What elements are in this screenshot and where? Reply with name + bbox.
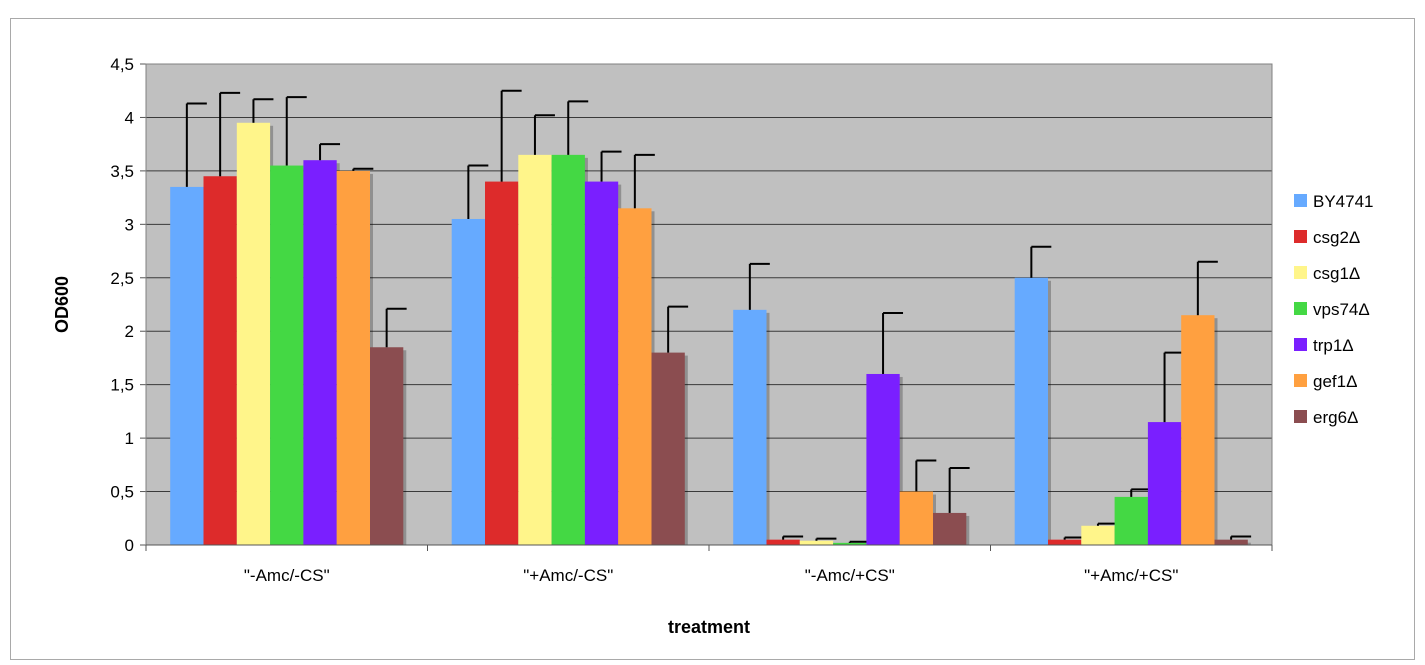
bar xyxy=(766,539,800,545)
bar xyxy=(551,154,585,545)
bar xyxy=(270,165,304,546)
x-tick-label: "+Amc/-CS" xyxy=(523,566,613,585)
bar xyxy=(1147,422,1182,545)
bar xyxy=(451,218,485,545)
x-axis-title: treatment xyxy=(668,617,750,637)
y-tick-label: 1,5 xyxy=(110,376,134,395)
legend-swatch xyxy=(1294,194,1307,207)
y-tick-label: 3,5 xyxy=(110,162,134,181)
bar xyxy=(799,540,834,545)
bar xyxy=(485,181,519,546)
y-tick-label: 1 xyxy=(125,429,134,448)
bar xyxy=(336,170,370,545)
legend-label: csg2Δ xyxy=(1313,228,1360,247)
legend-label: gef1Δ xyxy=(1313,372,1357,391)
y-tick-label: 2,5 xyxy=(110,269,134,288)
bar xyxy=(733,309,767,545)
legend-swatch xyxy=(1294,230,1307,243)
bar xyxy=(203,176,237,545)
bar xyxy=(236,122,271,546)
y-tick-label: 4 xyxy=(125,108,134,127)
y-tick-label: 4,5 xyxy=(110,55,134,74)
bar xyxy=(1081,525,1115,545)
bar xyxy=(833,542,867,545)
bar xyxy=(1014,277,1048,545)
legend-swatch xyxy=(1294,410,1307,423)
bar xyxy=(618,208,652,546)
bar xyxy=(1048,539,1082,545)
y-tick-label: 3 xyxy=(125,215,134,234)
bar xyxy=(170,186,204,545)
y-tick-label: 0,5 xyxy=(110,483,134,502)
bar xyxy=(303,160,337,545)
y-axis-title: OD600 xyxy=(52,276,72,333)
bar xyxy=(899,491,933,545)
legend-label: trp1Δ xyxy=(1313,336,1354,355)
legend-swatch xyxy=(1294,302,1307,315)
legend-swatch xyxy=(1294,374,1307,387)
bar xyxy=(370,347,404,545)
legend-label: vps74Δ xyxy=(1313,300,1370,319)
bar xyxy=(518,154,552,545)
bar xyxy=(1114,496,1148,545)
legend-label: BY4741 xyxy=(1313,192,1374,211)
y-tick-label: 2 xyxy=(125,322,134,341)
legend-label: csg1Δ xyxy=(1313,264,1360,283)
legend-swatch xyxy=(1294,338,1307,351)
bar xyxy=(651,352,685,545)
bar xyxy=(1214,539,1248,545)
bar xyxy=(933,512,967,545)
x-tick-label: "-Amc/-CS" xyxy=(244,566,330,585)
bar xyxy=(1181,315,1215,545)
x-tick-label: "+Amc/+CS" xyxy=(1084,566,1178,585)
y-tick-label: 0 xyxy=(125,536,134,555)
bar xyxy=(866,373,900,545)
x-tick-label: "-Amc/+CS" xyxy=(805,566,895,585)
legend-label: erg6Δ xyxy=(1313,408,1358,427)
legend-swatch xyxy=(1294,266,1307,279)
bar xyxy=(584,181,619,546)
